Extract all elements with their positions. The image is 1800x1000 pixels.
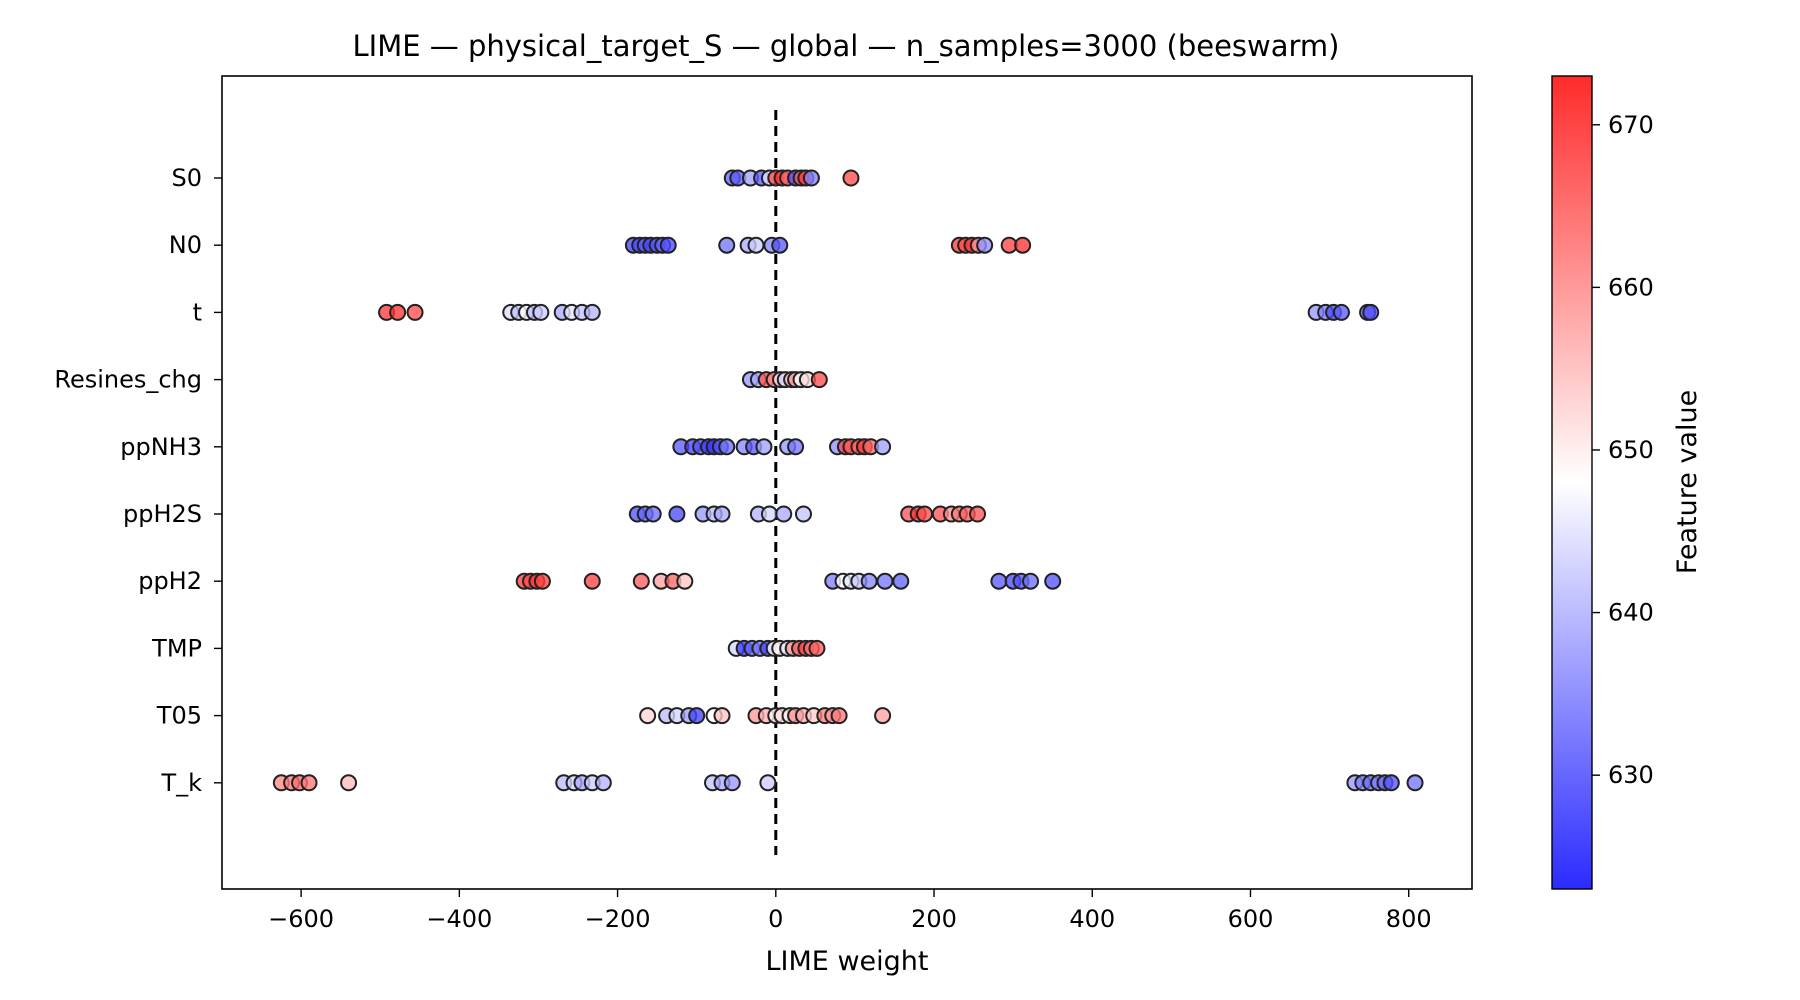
data-point-t-k [340, 774, 358, 792]
plot-area [221, 75, 1473, 890]
data-point-pph2s [713, 505, 731, 523]
x-tick-label: −400 [426, 905, 492, 933]
feature-label: T_k [160, 769, 202, 797]
x-axis-ticks: −600 −400 −200 0 200 400 600 800 [268, 889, 1432, 933]
colorbar-tick-label: 670 [1608, 111, 1654, 139]
x-tick-label: 200 [911, 905, 957, 933]
x-tick-label: 400 [1069, 905, 1115, 933]
data-point-n0 [659, 236, 677, 254]
data-point-ppnh3 [718, 438, 736, 456]
feature-label: TMP [151, 634, 202, 662]
data-points [272, 169, 1424, 792]
plot-frame [221, 75, 1473, 890]
colorbar-tick-label: 640 [1608, 599, 1654, 627]
data-point-s0 [802, 169, 820, 187]
data-point-pph2s [794, 505, 812, 523]
data-point-pph2 [1022, 572, 1040, 590]
x-tick-label: −600 [268, 905, 334, 933]
data-point-t05 [874, 707, 892, 725]
y-axis-ticks: S0 N0 t Resines_chg ppNH3 ppH2S ppH2 TMP T05 T_k [54, 164, 222, 797]
x-tick-label: 0 [768, 905, 783, 933]
x-tick-label: 600 [1228, 905, 1274, 933]
data-point-n0 [976, 236, 994, 254]
data-point-t05 [639, 707, 657, 725]
feature-label: N0 [169, 231, 202, 259]
data-point-ppnh3 [787, 438, 805, 456]
data-point-t [1362, 303, 1380, 321]
data-point-pph2 [860, 572, 878, 590]
data-point-t-k [759, 774, 777, 792]
feature-label: T05 [156, 702, 202, 730]
colorbar-label: Feature value [1672, 390, 1703, 574]
data-point-pph2s [668, 505, 686, 523]
colorbar-tick-label: 630 [1608, 761, 1654, 789]
data-point-t05 [830, 707, 848, 725]
data-point-n0 [718, 236, 736, 254]
data-point-pph2s [644, 505, 662, 523]
data-point-tmp [808, 639, 826, 657]
data-point-pph2 [533, 572, 551, 590]
data-point-pph2 [876, 572, 894, 590]
data-point-t [532, 303, 550, 321]
x-tick-label: −200 [585, 905, 651, 933]
feature-label: S0 [171, 164, 202, 192]
data-point-n0 [771, 236, 789, 254]
data-point-n0 [747, 236, 765, 254]
data-point-ppnh3 [874, 438, 892, 456]
feature-label: Resines_chg [54, 366, 202, 394]
feature-label: ppH2S [123, 500, 202, 528]
colorbar-tick-label: 650 [1608, 436, 1654, 464]
data-point-t [1332, 303, 1350, 321]
data-point-resines-chg [810, 371, 828, 389]
data-point-t [406, 303, 424, 321]
feature-label: ppNH3 [120, 433, 202, 461]
data-point-pph2s [969, 505, 987, 523]
x-tick-label: 800 [1386, 905, 1432, 933]
chart-title: LIME — physical_target_S — global — n_sa… [352, 29, 1339, 63]
data-point-pph2s [916, 505, 934, 523]
data-point-t-k [1382, 774, 1400, 792]
data-point-pph2 [1044, 572, 1062, 590]
data-point-ppnh3 [755, 438, 773, 456]
data-point-pph2 [990, 572, 1008, 590]
data-point-pph2s [760, 505, 778, 523]
feature-label: t [193, 298, 202, 326]
data-point-t-k [1406, 774, 1424, 792]
data-point-pph2 [583, 572, 601, 590]
data-point-s0 [842, 169, 860, 187]
data-point-t05 [713, 707, 731, 725]
data-point-t05 [688, 707, 706, 725]
colorbar-tick-label: 660 [1608, 273, 1654, 301]
data-point-pph2s [775, 505, 793, 523]
x-axis-label: LIME weight [766, 946, 929, 977]
data-point-t-k [300, 774, 318, 792]
data-point-t-k [594, 774, 612, 792]
feature-label: ppH2 [138, 567, 202, 595]
colorbar-ticks: 630 640 650 660 670 [1592, 111, 1654, 789]
data-point-pph2 [892, 572, 910, 590]
colorbar-gradient [1551, 75, 1593, 890]
data-point-n0 [1014, 236, 1032, 254]
colorbar [1551, 75, 1593, 890]
data-point-pph2 [632, 572, 650, 590]
data-point-t [389, 303, 407, 321]
data-point-t [583, 303, 601, 321]
data-point-pph2 [676, 572, 694, 590]
data-point-t-k [723, 774, 741, 792]
